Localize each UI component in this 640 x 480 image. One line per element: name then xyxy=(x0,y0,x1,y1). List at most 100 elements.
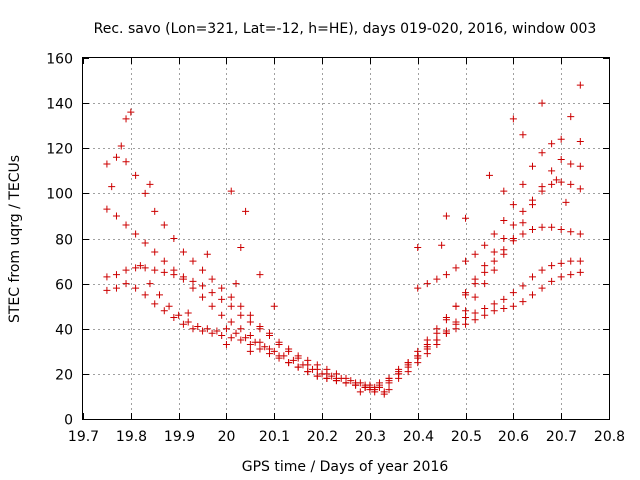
x-tick-label: 19.8 xyxy=(116,429,147,445)
data-point xyxy=(462,214,470,222)
data-point xyxy=(567,257,575,265)
x-tick-label: 20.6 xyxy=(498,429,529,445)
data-point xyxy=(337,374,345,382)
data-point xyxy=(557,259,565,267)
data-point xyxy=(481,311,489,319)
data-point xyxy=(146,280,154,288)
data-point xyxy=(227,302,235,310)
data-point xyxy=(332,377,340,385)
x-tick-label: 20.4 xyxy=(403,429,434,445)
data-point xyxy=(567,271,575,279)
data-point xyxy=(481,304,489,312)
data-point xyxy=(160,221,168,229)
data-point xyxy=(471,293,479,301)
data-point xyxy=(141,239,149,247)
y-tick-label: 160 xyxy=(46,52,73,68)
data-point xyxy=(414,244,422,252)
data-point xyxy=(289,356,297,364)
data-point xyxy=(189,325,197,333)
data-point xyxy=(490,248,498,256)
data-point xyxy=(122,280,130,288)
data-point xyxy=(232,329,240,337)
data-point xyxy=(156,291,164,299)
data-point xyxy=(576,137,584,145)
data-point xyxy=(246,341,254,349)
data-point xyxy=(218,284,226,292)
data-point xyxy=(462,307,470,315)
data-point xyxy=(567,160,575,168)
data-point xyxy=(557,135,565,143)
data-point xyxy=(500,187,508,195)
data-point xyxy=(481,241,489,249)
x-tick-label: 19.9 xyxy=(164,429,195,445)
data-point xyxy=(246,332,254,340)
data-point xyxy=(227,293,235,301)
data-point xyxy=(485,171,493,179)
plot-frame xyxy=(82,57,610,420)
data-point xyxy=(122,266,130,274)
data-point xyxy=(490,307,498,315)
data-point xyxy=(509,201,517,209)
x-ticks: 19.7 19.8 19.9 20 20.1 20.2 20.3 20.4 20.5 20.6 20… xyxy=(68,58,625,445)
data-point xyxy=(184,309,192,317)
data-point xyxy=(557,225,565,233)
data-point xyxy=(256,271,264,279)
y-tick-label: 40 xyxy=(55,323,73,339)
data-point xyxy=(481,268,489,276)
data-point xyxy=(127,108,135,116)
data-point xyxy=(112,284,120,292)
data-point xyxy=(552,176,560,184)
data-point xyxy=(141,189,149,197)
data-point xyxy=(270,347,278,355)
data-point xyxy=(208,302,216,310)
data-point xyxy=(170,235,178,242)
x-tick-label: 20.5 xyxy=(451,429,482,445)
data-point xyxy=(242,334,250,342)
data-point xyxy=(438,241,446,249)
data-point xyxy=(194,322,202,330)
data-point xyxy=(218,295,226,303)
data-point xyxy=(160,257,168,265)
data-point xyxy=(452,302,460,310)
data-point xyxy=(462,313,470,321)
data-point xyxy=(528,291,536,299)
data-point xyxy=(471,309,479,317)
x-tick-label: 20.3 xyxy=(355,429,386,445)
data-point xyxy=(509,115,517,123)
data-point xyxy=(548,223,556,231)
data-point xyxy=(557,273,565,281)
data-point xyxy=(490,266,498,274)
data-point xyxy=(103,205,111,213)
data-point xyxy=(328,372,336,380)
data-point xyxy=(538,284,546,292)
data-point xyxy=(509,289,517,297)
data-point xyxy=(184,318,192,326)
y-ticks: 0 20 40 60 80 100 120 140 160 xyxy=(46,52,609,429)
data-point xyxy=(132,230,140,238)
data-point xyxy=(132,171,140,179)
data-point xyxy=(471,280,479,288)
data-point xyxy=(265,332,273,340)
data-point xyxy=(299,361,307,369)
data-point xyxy=(433,275,441,283)
data-point xyxy=(189,277,197,285)
data-point xyxy=(285,359,293,367)
data-point xyxy=(347,377,355,385)
data-point xyxy=(237,325,245,333)
data-point xyxy=(519,230,527,238)
data-point xyxy=(175,311,183,319)
data-point xyxy=(442,212,450,220)
data-point xyxy=(481,280,489,288)
data-point xyxy=(500,295,508,303)
y-tick-label: 100 xyxy=(46,187,73,203)
data-point xyxy=(375,379,383,387)
data-point xyxy=(280,352,288,360)
data-point xyxy=(213,327,221,335)
data-point xyxy=(462,257,470,265)
data-point xyxy=(323,374,331,382)
data-point xyxy=(103,273,111,281)
data-point xyxy=(395,365,403,373)
data-point xyxy=(557,156,565,164)
x-tick-label: 20.1 xyxy=(259,429,290,445)
data-point xyxy=(203,325,211,333)
